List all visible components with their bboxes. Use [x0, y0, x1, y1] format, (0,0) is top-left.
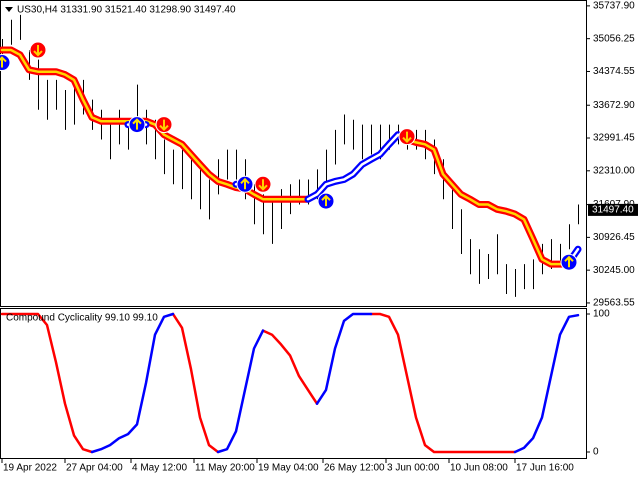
signal-arrow [258, 179, 268, 191]
x-tick-label: 11 May 20:00 [195, 463, 255, 474]
signal-arrow [33, 45, 43, 57]
indicator-title: Compound Cyclicality 99.10 99.10 [6, 313, 158, 324]
signal-arrow [0, 56, 7, 68]
y-tick-label: 32991.45 [593, 133, 635, 144]
cyclicality-line [171, 312, 220, 454]
last-price-label: 31497.40 [592, 205, 634, 216]
y-tick-label: 34374.55 [593, 66, 635, 77]
trend-line-inner [396, 133, 571, 266]
marks [0, 14, 582, 454]
trend-line-inner [0, 48, 310, 201]
y-tick-label: 35056.25 [593, 33, 635, 44]
y-tick-label: 100 [593, 309, 610, 320]
last-price-box [588, 203, 638, 216]
trend-line [394, 131, 573, 268]
y-tick-label: 30245.00 [593, 265, 635, 276]
x-tick-label: 26 May 12:00 [324, 463, 385, 474]
y-tick-label: 33672.90 [593, 100, 635, 111]
x-tick-label: 3 Jun 00:00 [387, 463, 440, 474]
x-tick-label: 17 Jun 16:00 [516, 463, 574, 474]
cyclicality-line [315, 312, 373, 405]
y-tick-label: 32310.00 [593, 165, 635, 176]
cyclicality-line [369, 312, 517, 454]
symbol-menu-arrow[interactable] [5, 7, 13, 12]
signal-arrow [402, 131, 412, 144]
signal-arrow [132, 118, 142, 130]
trend-line-inner [306, 133, 400, 201]
price-title: US30,H4 31331.90 31521.40 31298.90 31497… [17, 5, 236, 16]
cyclicality-line [261, 329, 319, 405]
cyclicality-line [0, 312, 94, 454]
x-tick-label: 27 Apr 04:00 [66, 463, 123, 474]
signal-arrow [321, 194, 331, 207]
signal-arrow [564, 255, 574, 268]
y-tick-label: 29563.55 [593, 298, 635, 309]
x-tick-label: 19 Apr 2022 [3, 463, 57, 474]
y-tick-label: 30926.45 [593, 232, 635, 243]
cyclicality-line [90, 312, 175, 454]
price-panel-frame [0, 0, 587, 307]
y-tick-label: 35737.90 [593, 1, 635, 12]
signal-arrow [240, 177, 250, 190]
y-tick-label: 0 [593, 447, 599, 458]
x-tick-label: 4 May 12:00 [132, 463, 187, 474]
x-tick-label: 10 Jun 08:00 [450, 463, 508, 474]
cyclicality-line [216, 329, 265, 454]
x-tick-label: 19 May 04:00 [258, 463, 319, 474]
signal-arrow [159, 119, 169, 132]
cyclicality-line [513, 313, 580, 454]
indicator-panel-frame [0, 308, 587, 459]
